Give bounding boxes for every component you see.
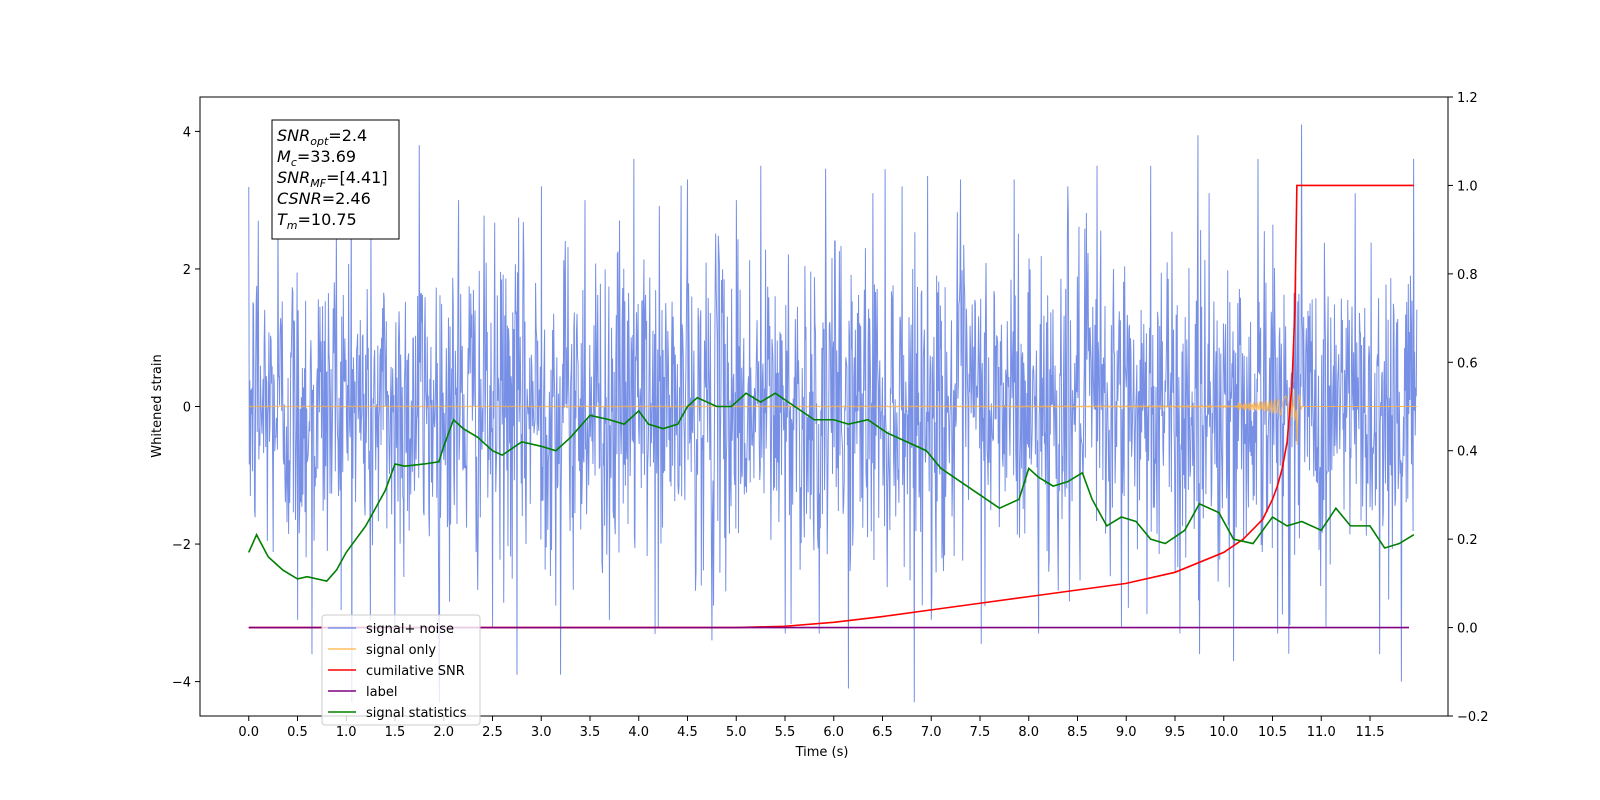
y2-tick-label: 0.0	[1457, 622, 1478, 637]
y2-tick-label: 0.4	[1457, 445, 1478, 460]
x-tick-label: 3.5	[580, 725, 601, 740]
x-tick-label: 0.5	[287, 725, 308, 740]
y2-tick-label: 1.2	[1457, 91, 1478, 106]
y2-tick-label: 0.8	[1457, 268, 1478, 283]
series-signal-statistics	[248, 392, 1415, 583]
x-tick-label: 9.0	[1116, 725, 1137, 740]
series-cumulative-snr	[248, 184, 1414, 629]
x-tick-label: 10.5	[1258, 725, 1287, 740]
annotation-line: SNRopt=2.4	[277, 126, 367, 148]
x-tick-label: 2.5	[482, 725, 503, 740]
x-tick-label: 3.0	[531, 725, 552, 740]
y-tick-label: −2	[172, 538, 191, 553]
y-tick-label: −4	[172, 676, 191, 691]
x-tick-label: 1.0	[336, 725, 357, 740]
legend-label: cumilative SNR	[366, 664, 465, 679]
x-tick-label: 4.5	[677, 725, 698, 740]
x-tick-label: 8.5	[1067, 725, 1088, 740]
series-signal-noise	[248, 124, 1418, 703]
legend-label: label	[366, 685, 397, 700]
y2-tick-label: −0.2	[1457, 710, 1489, 725]
series-signal-only	[248, 389, 1417, 445]
legend-label: signal only	[366, 643, 436, 658]
x-tick-label: 6.5	[872, 725, 893, 740]
y2-tick-label: 0.6	[1457, 356, 1478, 371]
y-tick-label: 2	[183, 263, 191, 278]
y2-tick-label: 0.2	[1457, 533, 1478, 548]
y-tick-label: 4	[183, 125, 191, 140]
y2-tick-label: 1.0	[1457, 179, 1478, 194]
x-tick-label: 11.5	[1356, 725, 1385, 740]
x-tick-label: 11.0	[1307, 725, 1336, 740]
x-tick-label: 7.0	[921, 725, 942, 740]
annotation-line: SNRMF=[4.41]	[277, 168, 388, 190]
y-axis-left: −4 −2 0 2 4	[172, 125, 200, 691]
x-tick-label: 7.5	[970, 725, 991, 740]
x-tick-label: 2.0	[433, 725, 454, 740]
x-tick-label: 10.0	[1209, 725, 1238, 740]
legend-items: signal+ noise signal only cumilative SNR la…	[328, 622, 467, 721]
x-tick-label: 1.5	[385, 725, 406, 740]
legend-label: signal+ noise	[366, 622, 454, 637]
annotation-line: Mc=33.69	[277, 147, 356, 169]
x-tick-label: 5.5	[775, 725, 796, 740]
legend: signal+ noise signal only cumilative SNR la…	[321, 614, 481, 726]
x-axis: 0.0 0.5 1.0 1.5 2.0 2.5 3.0 3.5 4.0 4.5 5.0 5.5 6.0 6…	[238, 716, 1384, 740]
y-tick-label: 0	[183, 401, 191, 416]
y-axis-title: Whitened strain	[150, 354, 165, 457]
x-tick-label: 9.5	[1165, 725, 1186, 740]
y-axis-right: −0.2 0.0 0.2 0.4 0.6 0.8 1.0 1.2	[1448, 91, 1489, 725]
annotation-line: Tm=10.75	[277, 210, 357, 232]
legend-label: signal statistics	[366, 706, 467, 721]
x-tick-label: 4.0	[628, 725, 649, 740]
x-tick-label: 6.0	[823, 725, 844, 740]
x-tick-label: 8.0	[1018, 725, 1039, 740]
x-tick-label: 5.0	[726, 725, 747, 740]
x-axis-title: Time (s)	[795, 745, 849, 760]
x-tick-label: 0.0	[238, 725, 259, 740]
annotation-line: CSNR=2.46	[277, 189, 371, 208]
